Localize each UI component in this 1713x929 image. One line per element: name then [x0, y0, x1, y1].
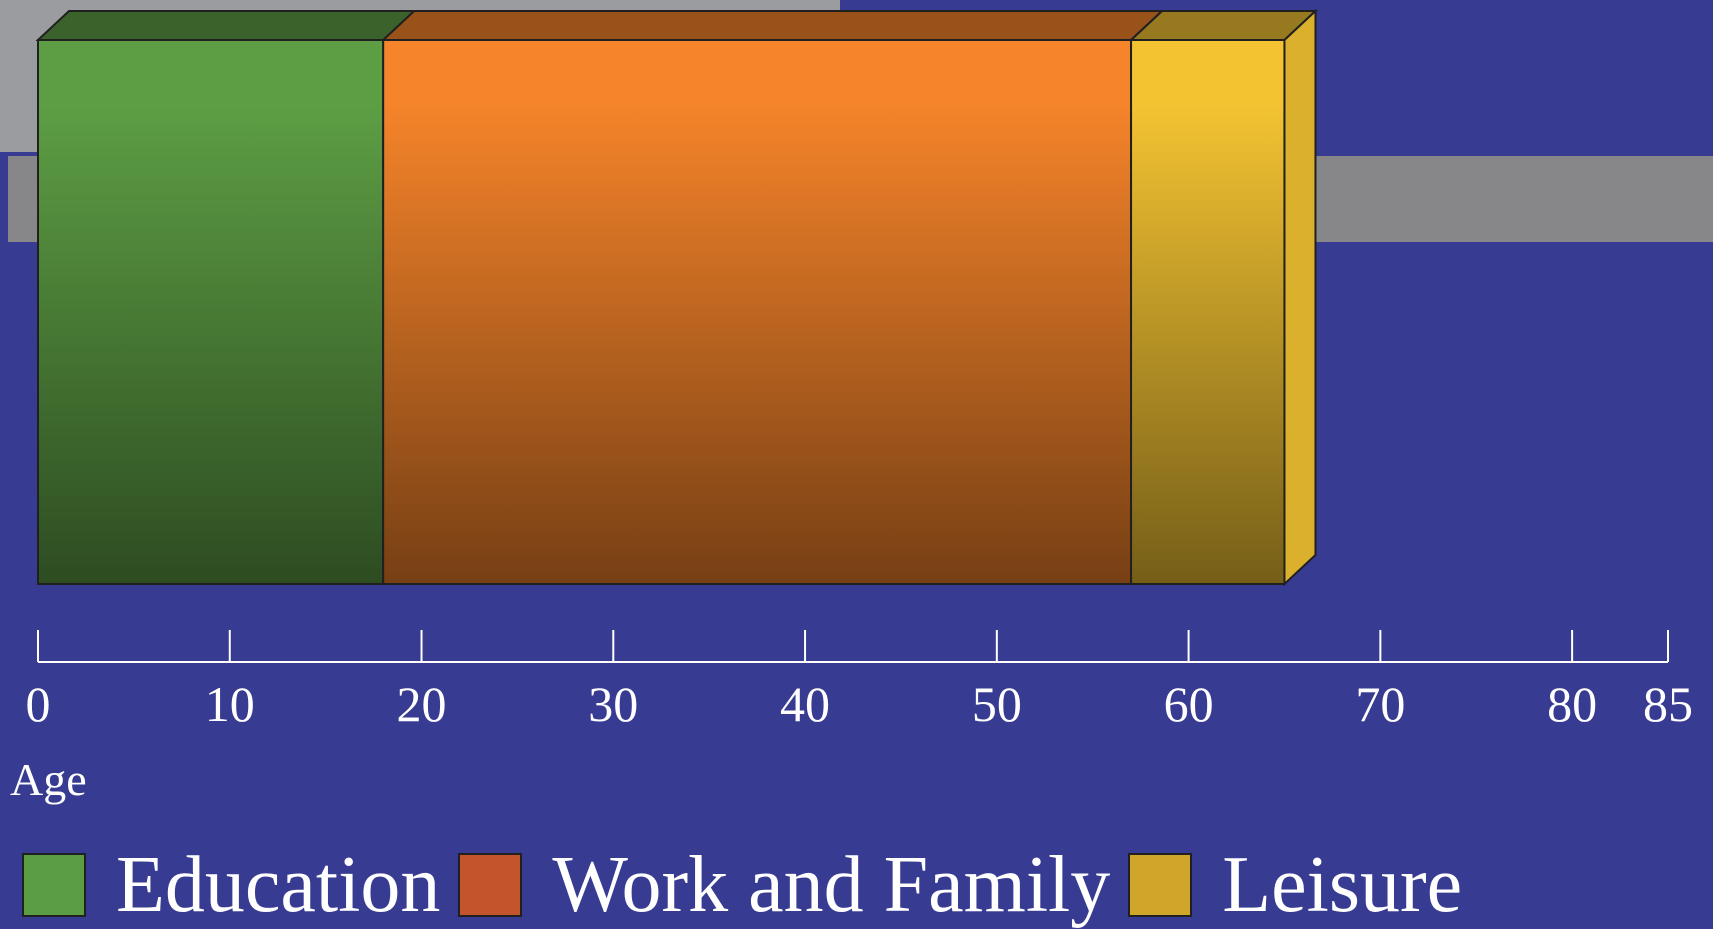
- background-texture-corner: [0, 112, 40, 152]
- x-tick-label-30: 30: [588, 676, 638, 732]
- x-tick-label-60: 60: [1164, 676, 1214, 732]
- x-axis: 0 10 20 30 40 50 60 70 80 85: [26, 630, 1693, 732]
- x-tick-label-80: 80: [1547, 676, 1597, 732]
- legend-swatch-leisure: [1128, 853, 1193, 917]
- x-tick-label-0: 0: [26, 676, 51, 732]
- legend-label-work-and-family: Work and Family: [552, 841, 1111, 929]
- bar-segment-education: [37, 39, 385, 585]
- x-axis-title: Age: [10, 754, 87, 805]
- bar-segment-work-and-family: [382, 39, 1133, 585]
- legend-item-leisure: Leisure: [1128, 845, 1462, 925]
- x-tick-label-20: 20: [397, 676, 447, 732]
- x-tick-label-85: 85: [1643, 676, 1693, 732]
- legend-label-education: Education: [116, 841, 441, 929]
- x-tick-label-70: 70: [1355, 676, 1405, 732]
- legend-swatch-work-and-family: [458, 853, 523, 917]
- legend-item-education: Education: [22, 845, 440, 925]
- bar-top-work-and-family: [380, 10, 1165, 41]
- legend-item-work-and-family: Work and Family: [458, 845, 1110, 925]
- legend-label-leisure: Leisure: [1222, 841, 1463, 929]
- bar-segments: [35, 8, 1319, 587]
- x-tick-label-10: 10: [205, 676, 255, 732]
- bar-top-education: [35, 10, 417, 41]
- legend-swatch-education: [22, 853, 86, 917]
- legend: Education Work and Family Leisure: [22, 845, 1480, 925]
- bar-side-leisure: [1283, 8, 1317, 587]
- x-tick-label-40: 40: [780, 676, 830, 732]
- bar-segment-leisure: [1130, 39, 1286, 585]
- x-tick-label-50: 50: [972, 676, 1022, 732]
